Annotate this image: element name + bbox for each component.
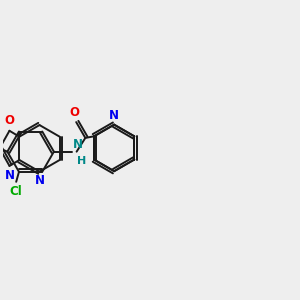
Text: N: N [5,169,15,182]
Text: O: O [4,114,14,127]
Text: N: N [109,109,119,122]
Text: N: N [34,174,44,187]
Text: N: N [73,138,83,151]
Text: Cl: Cl [10,184,22,198]
Text: O: O [69,106,79,119]
Text: H: H [77,155,86,166]
